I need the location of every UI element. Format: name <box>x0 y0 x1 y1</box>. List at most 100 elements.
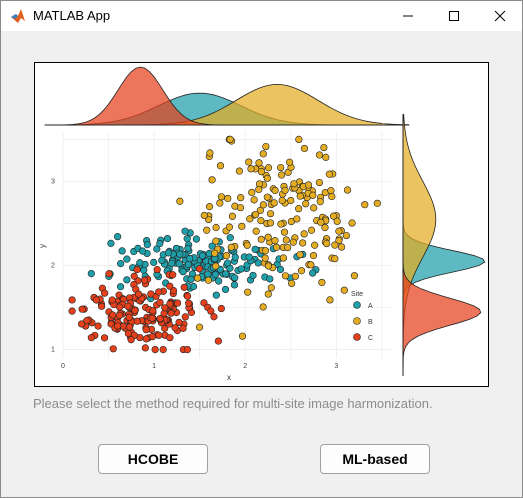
data-point-C <box>167 309 175 317</box>
data-point-B <box>280 228 289 236</box>
legend-swatch-C <box>353 333 361 341</box>
data-point-B <box>263 174 271 182</box>
hcobe-button[interactable]: HCOBE <box>98 444 208 474</box>
data-point-C <box>135 290 143 298</box>
data-point-C <box>109 311 117 319</box>
data-point-A <box>309 269 317 277</box>
data-point-B <box>257 217 265 225</box>
data-point-B <box>299 239 307 247</box>
data-point-B <box>333 217 341 225</box>
data-point-B <box>296 192 304 200</box>
data-point-C <box>127 336 135 344</box>
data-point-A <box>276 265 285 274</box>
data-point-C <box>183 345 191 354</box>
data-point-A <box>208 242 216 250</box>
data-point-B <box>208 176 216 184</box>
data-point-C <box>114 322 122 330</box>
data-point-B <box>270 199 278 207</box>
data-point-B <box>195 323 204 331</box>
data-point-A <box>181 227 189 235</box>
data-point-B <box>325 170 333 178</box>
data-point-C <box>185 299 193 307</box>
data-point-B <box>266 219 275 227</box>
data-point-B <box>326 296 334 304</box>
data-point-B <box>295 135 303 144</box>
data-point-B <box>224 194 232 203</box>
data-point-A <box>138 247 147 255</box>
scatter-marginal-chart: 0 1 2 3 1 2 3 x y Site A B C <box>38 66 486 382</box>
title-bar: MATLAB App <box>1 1 522 31</box>
data-point-B <box>315 178 324 187</box>
data-point-B <box>212 262 220 270</box>
data-point-B <box>246 215 254 223</box>
data-point-B <box>297 267 306 275</box>
data-point-B <box>361 201 369 209</box>
legend-label-A: A <box>368 303 373 310</box>
data-point-A <box>168 259 176 268</box>
data-point-B <box>227 243 235 251</box>
data-point-A <box>117 260 125 268</box>
data-point-C <box>142 335 150 343</box>
data-point-A <box>184 260 192 269</box>
data-point-B <box>282 236 290 244</box>
data-point-C <box>124 329 132 338</box>
data-point-B <box>291 272 300 280</box>
data-point-B <box>193 274 202 282</box>
data-point-B <box>277 171 286 179</box>
right-density-C <box>402 114 482 377</box>
data-point-B <box>252 227 260 235</box>
data-point-B <box>256 206 264 215</box>
data-point-C <box>155 331 163 339</box>
data-point-C <box>148 314 156 322</box>
data-point-B <box>309 251 318 260</box>
data-point-B <box>277 163 285 172</box>
data-point-B <box>176 197 184 205</box>
data-point-B <box>289 238 297 246</box>
data-point-C <box>108 296 116 304</box>
y-axis-label: y <box>38 244 47 248</box>
data-point-B <box>205 203 214 211</box>
data-point-A <box>245 253 253 261</box>
close-button[interactable] <box>477 1 523 31</box>
data-point-C <box>125 323 134 331</box>
x-axis-label: x <box>227 373 231 382</box>
data-point-C <box>183 292 192 300</box>
data-point-B <box>290 180 298 188</box>
data-point-B <box>237 194 245 202</box>
data-point-B <box>309 191 317 199</box>
data-point-B <box>235 167 244 175</box>
data-point-B <box>226 135 234 144</box>
data-point-C <box>155 288 163 296</box>
data-point-B <box>295 205 303 213</box>
data-point-A <box>150 258 158 266</box>
data-point-B <box>222 252 231 260</box>
data-point-B <box>216 162 225 170</box>
data-point-A <box>223 259 232 267</box>
data-point-C <box>214 337 222 345</box>
data-point-B <box>203 226 211 234</box>
data-point-C <box>210 313 218 321</box>
data-point-B <box>228 212 237 220</box>
minimize-icon <box>403 15 413 17</box>
minimize-button[interactable] <box>385 1 431 31</box>
data-point-A <box>222 270 230 278</box>
data-point-B <box>343 186 352 194</box>
data-point-B <box>257 168 266 176</box>
data-point-C <box>116 303 124 311</box>
data-point-B <box>278 196 286 205</box>
ml-based-button[interactable]: ML-based <box>320 444 430 474</box>
data-point-C <box>133 317 141 325</box>
data-point-B <box>271 237 279 245</box>
data-point-B <box>243 241 251 249</box>
legend-label-B: B <box>368 319 373 326</box>
data-point-B <box>296 251 304 259</box>
data-point-B <box>206 149 214 157</box>
data-point-C <box>124 302 132 310</box>
data-point-B <box>317 218 325 226</box>
data-point-A <box>187 275 195 283</box>
maximize-button[interactable] <box>431 1 477 31</box>
data-point-B <box>281 272 290 280</box>
data-point-B <box>271 186 279 195</box>
data-point-A <box>192 235 200 243</box>
data-point-C <box>149 307 157 315</box>
